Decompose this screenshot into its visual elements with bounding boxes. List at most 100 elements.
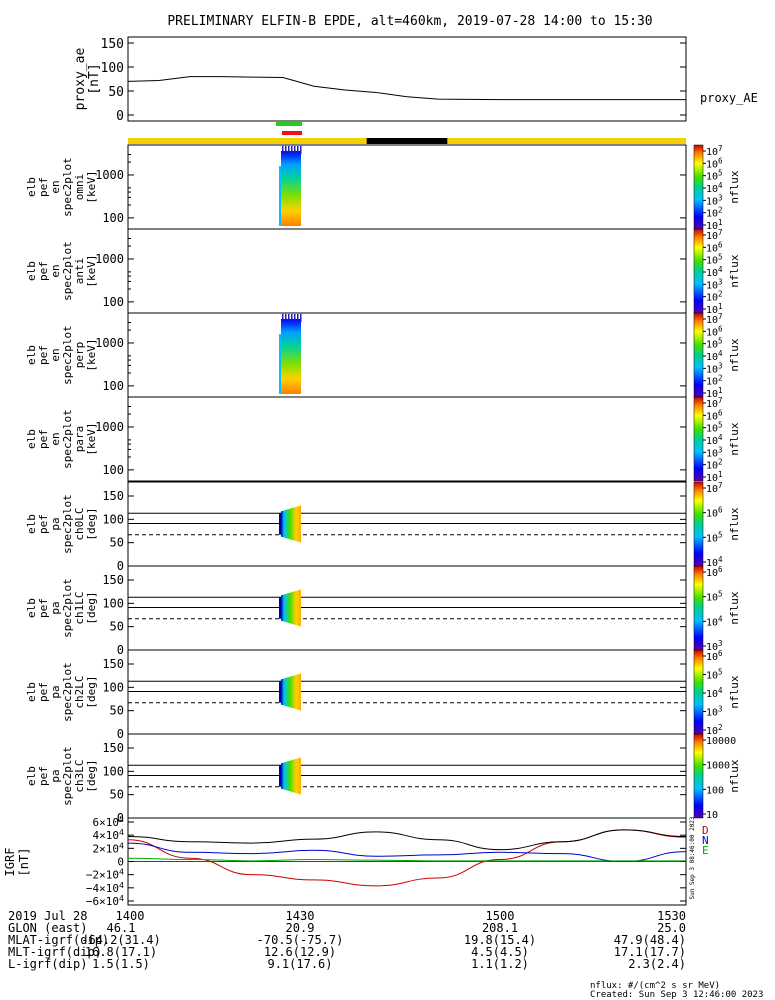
colorbar-tick-label: 105 bbox=[706, 253, 723, 267]
footer-cell: 20.9 bbox=[286, 921, 315, 935]
panel-ylabel: [deg] bbox=[85, 507, 98, 540]
proxy-ae-tick-label: 100 bbox=[101, 61, 124, 76]
proxy-ae-ylabel: proxy_ae bbox=[73, 48, 88, 111]
colorbar bbox=[693, 312, 704, 398]
colorbar-tick-label: 104 bbox=[706, 433, 723, 447]
spectrogram-noise bbox=[297, 314, 299, 322]
panel-tick-label: 100 bbox=[102, 596, 124, 610]
panel-tick-label: 150 bbox=[102, 657, 124, 671]
footer-created: Created: Sun Sep 3 12:46:00 2023 bbox=[590, 990, 763, 1000]
colorbar-tick-label: 107 bbox=[706, 312, 723, 326]
panel-ylabel: en bbox=[49, 432, 62, 445]
spectrogram-noise bbox=[291, 146, 293, 154]
colorbar-tick-label: 105 bbox=[706, 169, 723, 183]
igrf-tick-label: 4×104 bbox=[93, 827, 125, 842]
footer-cell: 1530 bbox=[657, 909, 686, 923]
panel-tick-label: 50 bbox=[110, 704, 124, 718]
panel-ylabel: pa bbox=[49, 517, 62, 530]
footer-cell: 9.1(17.6) bbox=[267, 957, 332, 971]
colorbar-tick-label: 104 bbox=[706, 181, 723, 195]
igrf-tick-label: −2×104 bbox=[86, 867, 124, 882]
footer-cell: 1.1(1.2) bbox=[471, 957, 529, 971]
colorbar-tick-label: 105 bbox=[706, 530, 723, 544]
colorbar-tick-label: 101 bbox=[706, 470, 723, 484]
panel-tick-label: 0 bbox=[117, 643, 124, 657]
panel-ylabel: elb bbox=[25, 598, 38, 618]
footer-cell: 25.0 bbox=[657, 921, 686, 935]
panel-ylabel: spec2plot bbox=[61, 409, 74, 469]
panel-ylabel: spec2plot bbox=[61, 325, 74, 385]
panel-ylabel: perp bbox=[73, 342, 86, 369]
panel-ylabel: pa bbox=[49, 769, 62, 782]
colorbar-tick-label: 102 bbox=[706, 723, 723, 737]
footer-cell: GLON (east) bbox=[8, 921, 87, 935]
footer-cell: 2.3(2.4) bbox=[628, 957, 686, 971]
igrf-line-total bbox=[127, 829, 687, 851]
panel-ylabel: elb bbox=[25, 766, 38, 786]
colorbar-tick-label: 105 bbox=[706, 590, 723, 604]
panel-tick-label: 0 bbox=[117, 811, 124, 825]
spectrogram-edge bbox=[279, 166, 281, 226]
spectrogram-noise bbox=[288, 146, 290, 154]
panel-tick-label: 100 bbox=[102, 512, 124, 526]
colorbar-tick-label: 104 bbox=[706, 614, 723, 628]
panel-frame bbox=[127, 228, 687, 314]
panel-ylabel: [keV] bbox=[85, 254, 98, 287]
figure-title: PRELIMINARY ELFIN-B EPDE, alt=460km, 201… bbox=[167, 14, 652, 29]
pitch-angle-patch bbox=[281, 757, 301, 795]
panel-ylabel: omni bbox=[73, 174, 86, 201]
colorbar-tick-label: 105 bbox=[706, 668, 723, 682]
colorbar-tick-label: 104 bbox=[706, 686, 723, 700]
colorbar-tick-label: 106 bbox=[706, 240, 723, 254]
panel-ylabel: pef bbox=[37, 598, 50, 618]
colorbar-tick-label: 103 bbox=[706, 445, 723, 459]
colorbar-tick-label: 106 bbox=[706, 649, 723, 663]
colorbar-tick-label: 102 bbox=[706, 206, 723, 220]
colorbar-tick-label: 102 bbox=[706, 374, 723, 388]
panel-ylabel: elb bbox=[25, 429, 38, 449]
spectrogram-noise bbox=[300, 146, 302, 154]
colorbar-tick-label: 107 bbox=[706, 228, 723, 242]
colorbar-tick-label: 104 bbox=[706, 265, 723, 279]
pitch-angle-patch bbox=[281, 589, 301, 627]
spectrogram-patch bbox=[281, 151, 301, 226]
panel-tick-label: 150 bbox=[102, 573, 124, 587]
colorbar-tick-label: 10000 bbox=[706, 736, 736, 747]
pitch-angle-edge bbox=[279, 765, 281, 787]
science-zone-green bbox=[276, 122, 302, 126]
igrf-tick-label: 2×104 bbox=[93, 840, 125, 855]
spectrogram-noise bbox=[285, 146, 287, 154]
colorbar bbox=[693, 144, 704, 230]
colorbar bbox=[693, 396, 704, 482]
panel-ylabel: en bbox=[49, 180, 62, 193]
colorbar-label: nflux bbox=[728, 254, 741, 287]
footer-cell: MLT-igrf(dip) bbox=[8, 945, 102, 959]
igrf-tick-label: −6×104 bbox=[86, 893, 124, 908]
panel-ylabel: elb bbox=[25, 682, 38, 702]
footer-cell: 208.1 bbox=[482, 921, 518, 935]
colorbar-tick-label: 103 bbox=[706, 277, 723, 291]
proxy-ae-tick-label: 0 bbox=[116, 109, 124, 124]
footer-cell: 19.8(15.4) bbox=[464, 933, 536, 947]
footer-cell: 1430 bbox=[286, 909, 315, 923]
footer-cell: 1400 bbox=[116, 909, 145, 923]
panel-ylabel: [deg] bbox=[85, 675, 98, 708]
spectrogram-noise bbox=[294, 146, 296, 154]
panel-ylabel: [keV] bbox=[85, 422, 98, 455]
footer-cell: MLAT-igrf(dip) bbox=[8, 933, 109, 947]
igrf-legend-D: D bbox=[702, 824, 709, 837]
colorbar-tick-label: 107 bbox=[706, 481, 723, 495]
panel-ylabel: pef bbox=[37, 261, 50, 281]
colorbar-tick-label: 106 bbox=[706, 565, 723, 579]
panel-tick-label: 150 bbox=[102, 489, 124, 503]
pitch-angle-patch bbox=[281, 673, 301, 711]
panel-ylabel: en bbox=[49, 264, 62, 277]
colorbar-tick-label: 103 bbox=[706, 361, 723, 375]
footer-cell: 12.6(12.9) bbox=[264, 945, 336, 959]
panel-ylabel: pa bbox=[49, 685, 62, 698]
footer-cell: 1.5(1.5) bbox=[92, 957, 150, 971]
footer-cell: 47.9(48.4) bbox=[614, 933, 686, 947]
colorbar bbox=[693, 733, 704, 819]
panel-ylabel: pef bbox=[37, 177, 50, 197]
